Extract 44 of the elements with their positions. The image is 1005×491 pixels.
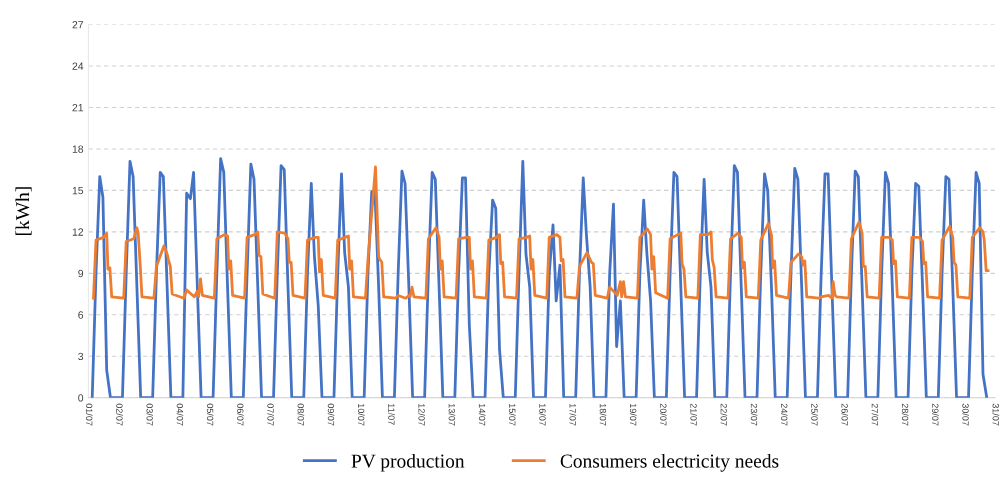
y-tick-label: 3 [78, 352, 84, 361]
x-tick-label: 14/07 [478, 403, 486, 426]
x-tick-label: 21/07 [690, 403, 697, 426]
x-tick-label: 25/07 [811, 403, 818, 426]
x-tick-label: 08/07 [297, 403, 305, 426]
y-tick-label: 24 [72, 62, 84, 70]
y-tick-label: 21 [72, 103, 84, 112]
y-tick-label: 0 [78, 394, 84, 402]
x-tick-label: 17/07 [569, 403, 577, 426]
x-tick-label: 11/07 [388, 403, 395, 425]
legend-label: PV production [351, 453, 465, 472]
legend-label: Consumers electricity needs [560, 453, 779, 472]
y-tick-label: 15 [72, 187, 84, 195]
x-tick-label: 20/07 [660, 403, 667, 426]
x-tick-label: 23/07 [750, 403, 758, 426]
x-tick-label: 09/07 [327, 403, 335, 426]
x-tick-label: 28/07 [901, 403, 909, 426]
x-tick-label: 02/07 [116, 403, 123, 426]
y-tick-label: 18 [72, 145, 84, 153]
x-tick-label: 13/07 [448, 403, 456, 426]
x-tick-label: 01/07 [86, 403, 93, 426]
y-tick-label: 6 [78, 311, 84, 319]
x-tick-label: 19/07 [629, 403, 637, 426]
x-tick-label: 06/07 [237, 403, 244, 426]
x-tick-label: 05/07 [206, 403, 214, 426]
x-tick-label: 30/07 [962, 403, 969, 426]
y-tick-label: 27 [72, 21, 84, 29]
x-tick-label: 10/07 [357, 403, 365, 426]
x-tick-label: 04/07 [176, 403, 184, 426]
x-tick-label: 03/07 [146, 403, 154, 426]
x-tick-label: 27/07 [871, 403, 879, 426]
x-tick-label: 15/07 [509, 403, 516, 426]
x-tick-label: 31/07 [992, 403, 1000, 426]
x-tick-label: 16/07 [539, 403, 546, 426]
x-tick-label: 22/07 [720, 403, 728, 426]
x-tick-label: 07/07 [267, 403, 274, 426]
x-tick-label: 29/07 [932, 403, 939, 426]
x-tick-label: 24/07 [781, 403, 788, 426]
y-tick-label: 9 [78, 269, 84, 278]
y-tick-label: 12 [72, 228, 84, 236]
x-tick-label: 18/07 [599, 403, 607, 426]
y-axis-title: [kWh] [15, 187, 32, 236]
x-tick-label: 12/07 [418, 403, 426, 426]
x-tick-label: 26/07 [841, 403, 849, 426]
